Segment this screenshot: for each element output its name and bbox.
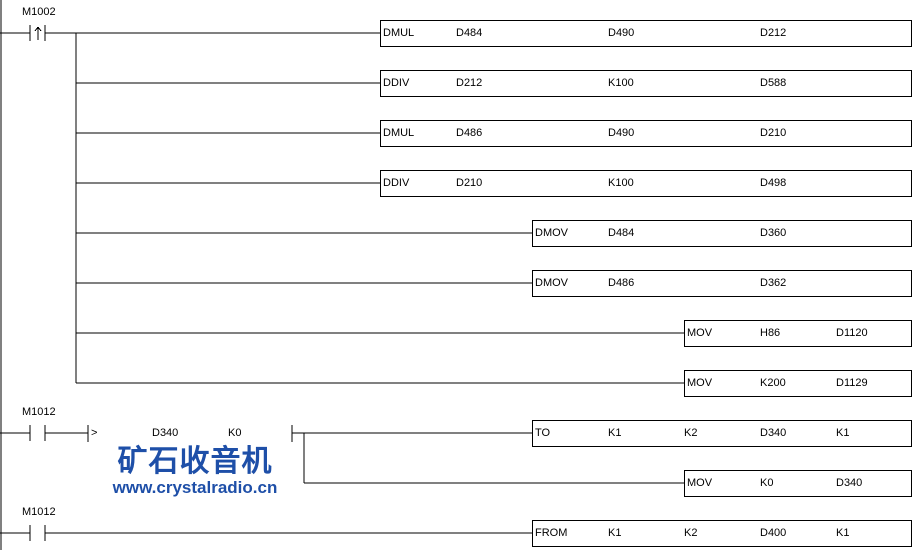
operand: D212 [456,77,483,89]
operand: K1 [836,527,850,539]
watermark: 矿石收音机 www.crystalradio.cn [95,446,295,498]
operand: K2 [684,527,698,539]
instruction-name: MOV [687,477,713,489]
compare-operand: K0 [228,427,242,439]
instruction-box-from[interactable] [532,520,912,547]
instruction-box-mov[interactable] [684,470,912,497]
operand: K1 [608,427,622,439]
compare-operator: > [91,427,98,439]
operand: D362 [760,277,787,289]
instruction-name: FROM [535,527,568,539]
operand: D210 [456,177,483,189]
contact-m1012-label: M1012 [22,506,56,518]
rising-edge-icon [37,26,42,32]
operand: K200 [760,377,786,389]
contact-m1012[interactable] [28,524,48,542]
operand: D360 [760,227,787,239]
operand: K2 [684,427,698,439]
operand: D484 [456,27,483,39]
watermark-url: www.crystalradio.cn [112,478,278,497]
instruction-name: MOV [687,377,713,389]
instruction-name: DDIV [383,77,410,89]
operand: D340 [836,477,863,489]
instruction-box-ddiv[interactable] [380,70,912,97]
instruction-name: TO [535,427,551,439]
operand: D490 [608,27,635,39]
watermark-title: 矿石收音机 [117,445,273,478]
instruction-name: DMOV [535,227,568,239]
instruction-box-dmul[interactable] [380,120,912,147]
instruction-name: DMOV [535,277,568,289]
instruction-box-dmov[interactable] [532,270,912,297]
operand: D210 [760,127,787,139]
operand: D490 [608,127,635,139]
operand: H86 [760,327,781,339]
contact-m1002[interactable] [28,24,48,42]
instruction-box-dmul[interactable] [380,20,912,47]
instruction-name: DMUL [383,27,415,39]
operand: K1 [608,527,622,539]
instruction-name: DDIV [383,177,410,189]
operand: D498 [760,177,787,189]
operand: D486 [456,127,483,139]
operand: D486 [608,277,635,289]
instruction-name: DMUL [383,127,415,139]
operand: D212 [760,27,787,39]
instruction-box-dmov[interactable] [532,220,912,247]
operand: D588 [760,77,787,89]
rising-edge-icon [34,26,39,32]
instruction-box-ddiv[interactable] [380,170,912,197]
operand: K0 [760,477,774,489]
instruction-box-mov[interactable] [684,320,912,347]
contact-m1012[interactable] [28,424,48,442]
operand: K100 [608,77,634,89]
operand: K100 [608,177,634,189]
operand: K1 [836,427,850,439]
operand: D340 [760,427,787,439]
operand: D484 [608,227,635,239]
contact-m1002-label: M1002 [22,6,56,18]
operand: D1120 [836,327,868,339]
contact-m1012-label: M1012 [22,406,56,418]
compare-operand: D340 [152,427,179,439]
instruction-box-mov[interactable] [684,370,912,397]
operand: D400 [760,527,787,539]
instruction-box-to[interactable] [532,420,912,447]
operand: D1129 [836,377,868,389]
instruction-name: MOV [687,327,713,339]
